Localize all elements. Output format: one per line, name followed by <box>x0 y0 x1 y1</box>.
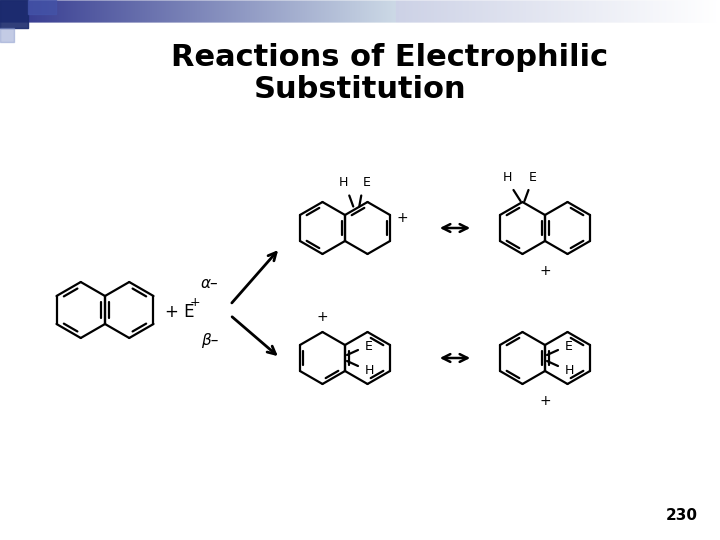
Text: +: + <box>317 310 328 324</box>
Text: E: E <box>565 340 573 353</box>
Text: H: H <box>565 363 575 376</box>
Text: H: H <box>365 363 374 376</box>
Text: α–: α– <box>200 275 218 291</box>
Text: β–: β– <box>201 333 218 348</box>
Text: +: + <box>397 211 408 225</box>
Text: Substitution: Substitution <box>253 76 467 105</box>
Text: E: E <box>365 340 373 353</box>
Text: +: + <box>189 296 200 309</box>
Text: 230: 230 <box>666 508 698 523</box>
Text: H: H <box>338 176 348 188</box>
Text: E: E <box>528 171 536 184</box>
Text: Reactions of Electrophilic: Reactions of Electrophilic <box>171 43 608 71</box>
Text: + E: + E <box>166 303 194 321</box>
Text: +: + <box>539 394 551 408</box>
Text: H: H <box>503 171 512 184</box>
Text: +: + <box>539 264 551 278</box>
Text: E: E <box>362 176 370 188</box>
